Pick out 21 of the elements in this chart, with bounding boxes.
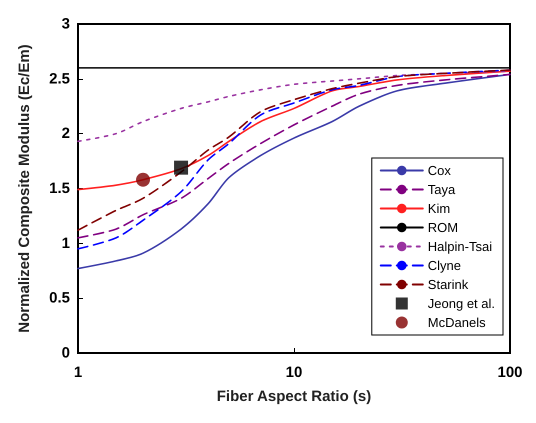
legend-label: Starink [428, 277, 469, 292]
y-tick-label: 2 [62, 125, 70, 142]
y-tick-label: 1.5 [49, 180, 70, 197]
legend-label: Kim [428, 201, 450, 216]
y-tick-label: 2.5 [49, 70, 70, 88]
x-tick-label: 10 [286, 364, 302, 381]
legend-label: Jeong et al. [428, 296, 496, 311]
y-axis-title: Normalized Composite Modulus (Ec/Em) [16, 44, 33, 333]
legend-label: Halpin-Tsai [428, 239, 492, 254]
x-tick-label: 1 [74, 364, 82, 381]
x-tick-label: 100 [497, 364, 523, 381]
y-tick-label: 1 [62, 234, 70, 252]
legend-label: ROM [428, 220, 458, 235]
y-tick-label: 0.5 [49, 290, 70, 307]
legend-label: Clyne [428, 258, 462, 273]
legend-label: McDanels [428, 315, 486, 330]
legend-label: Cox [428, 163, 452, 178]
y-tick-label: 3 [62, 16, 70, 32]
y-tick-label: 0 [62, 344, 70, 362]
x-axis-title: Fiber Aspect Ratio (s) [216, 388, 372, 405]
legend-label: Taya [428, 182, 456, 197]
